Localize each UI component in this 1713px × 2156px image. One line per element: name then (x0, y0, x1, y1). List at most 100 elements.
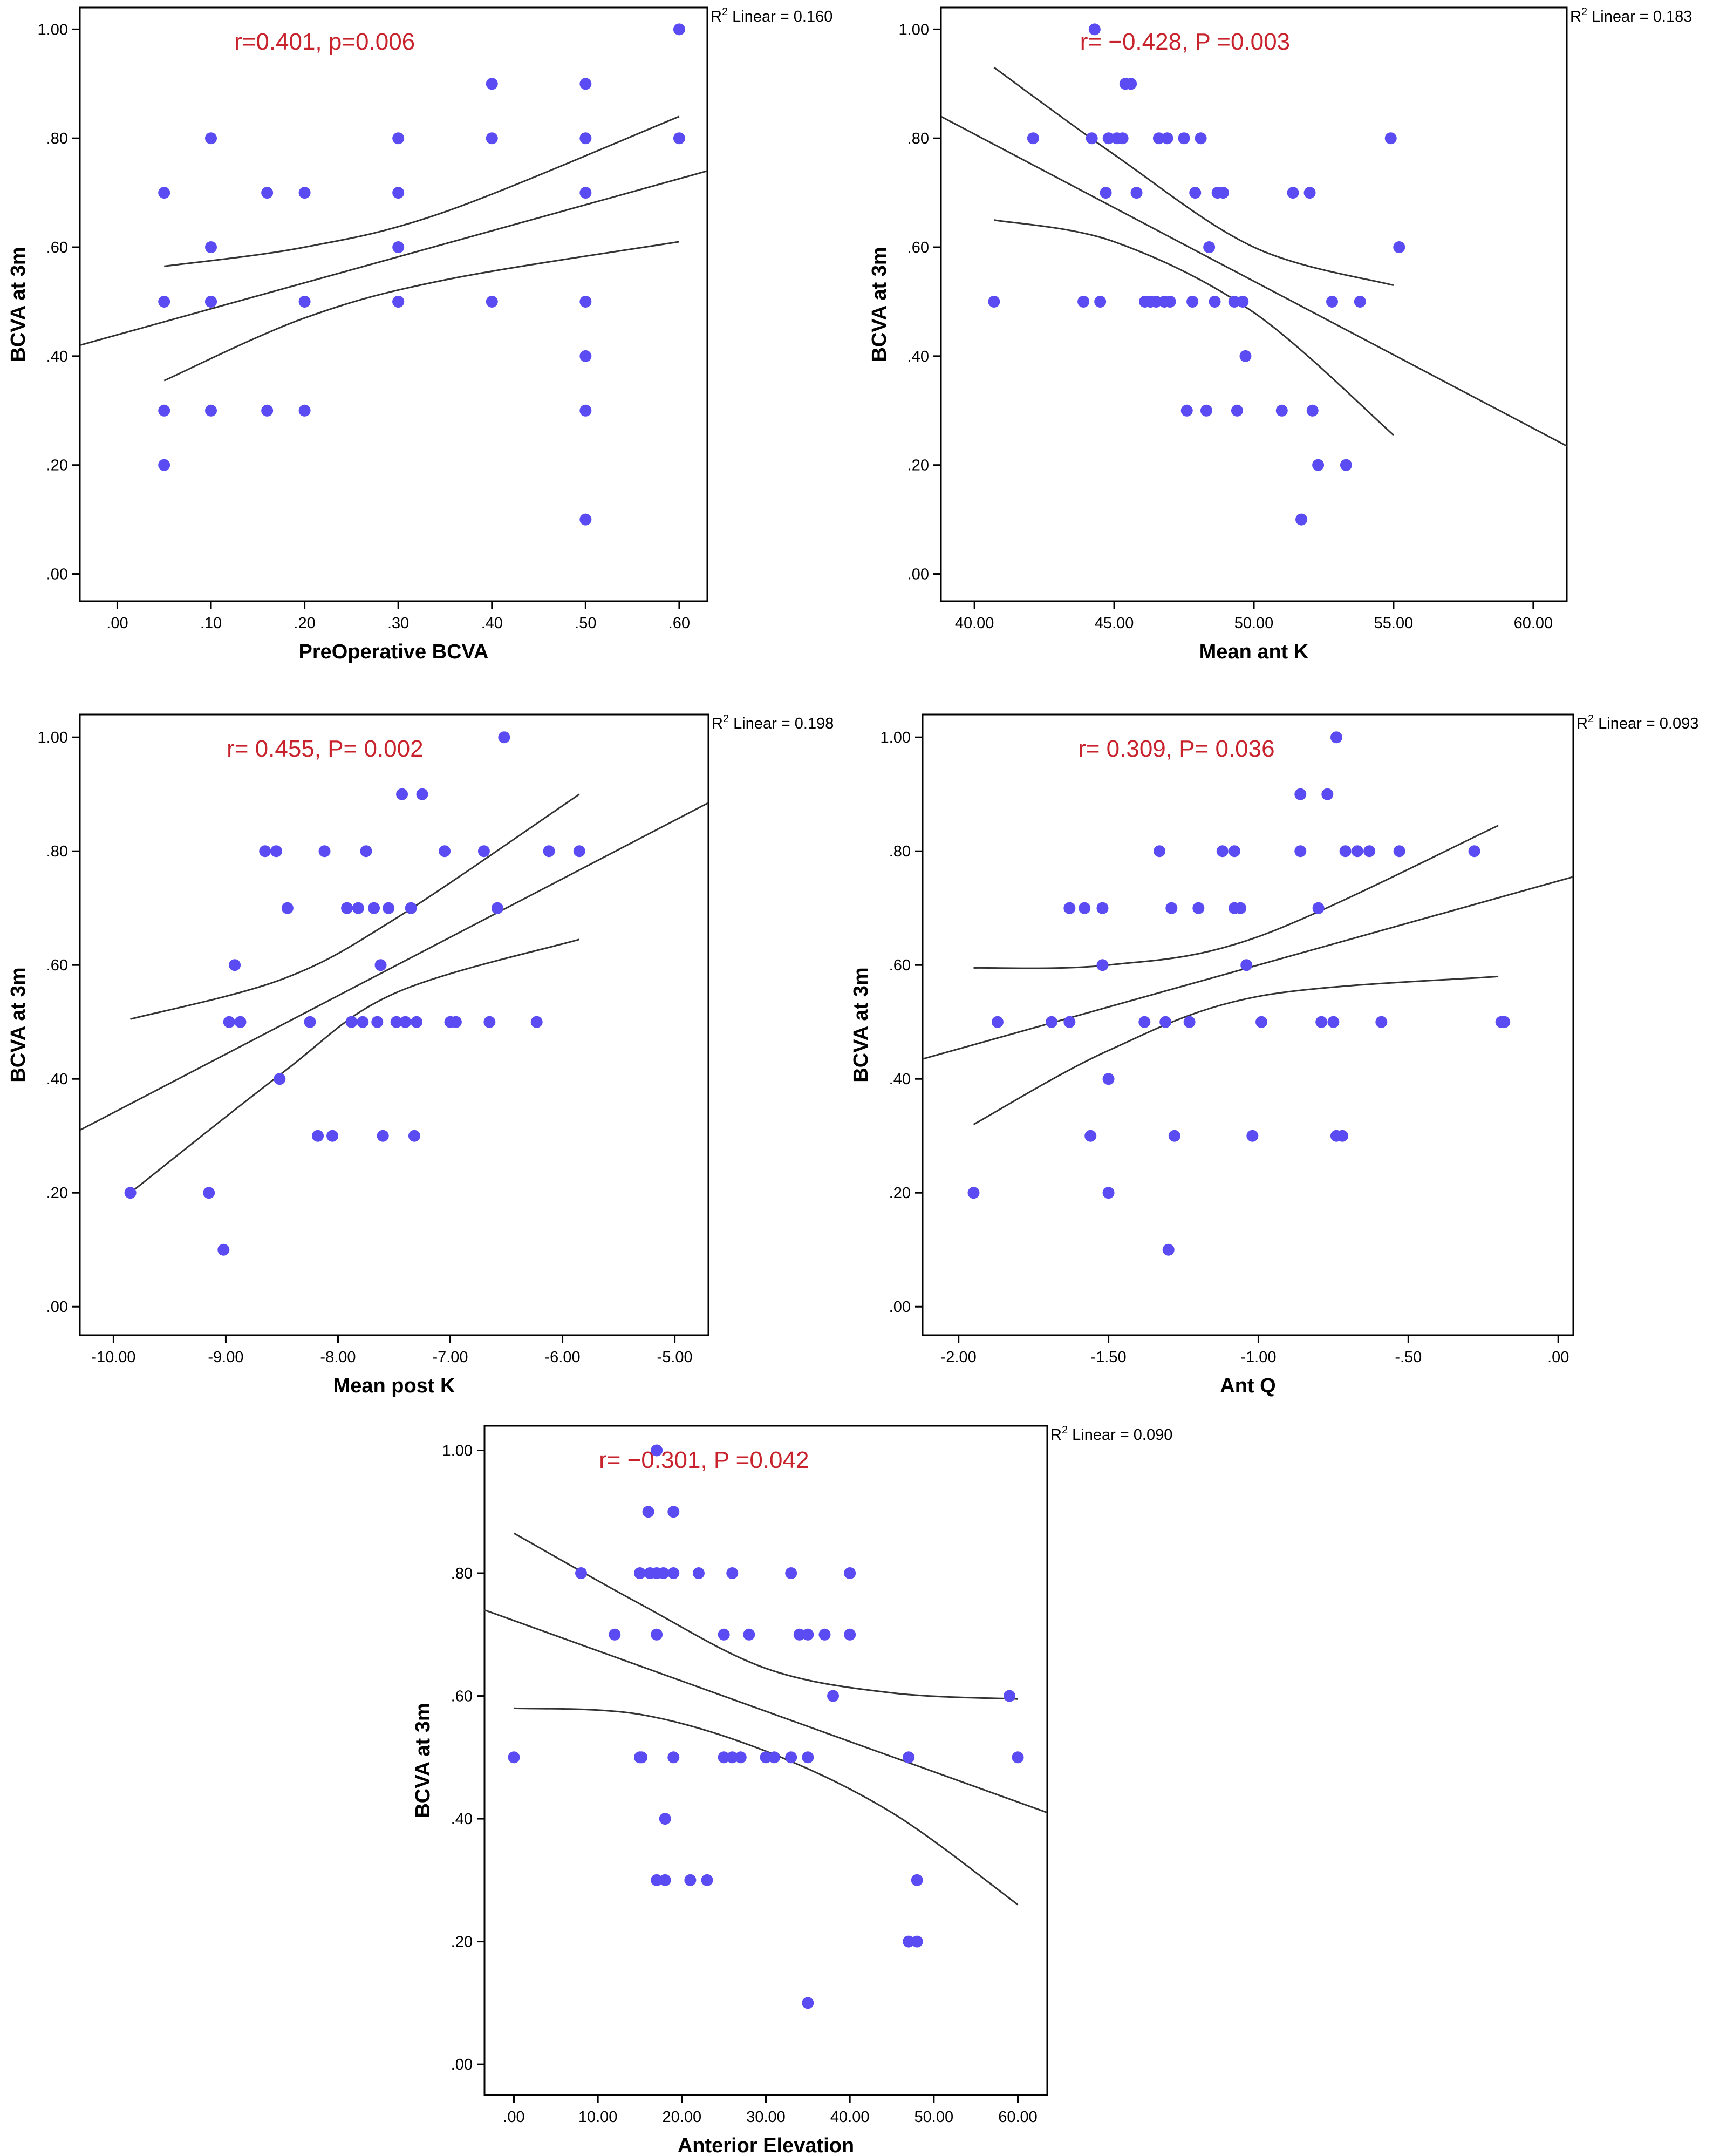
correlation-annotation: r= 0.455, P= 0.002 (227, 736, 424, 762)
scatter-chart-mean-post-k: .00 .20 .40 .60 .80 1.00 -10.00 -9.00 -8.00 -7.00… (7, 713, 834, 1397)
scatter-point (1165, 902, 1178, 914)
scatter-point (802, 1997, 814, 2009)
scatter-point (659, 1874, 671, 1886)
scatter-point (158, 404, 170, 417)
scatter-point (1393, 845, 1405, 858)
scatter-point (1183, 1016, 1196, 1028)
scatter-point (1084, 1130, 1097, 1142)
scatter-point (1154, 845, 1166, 858)
scatter-point (718, 1751, 730, 1764)
scatter-point (1339, 845, 1352, 858)
regression-line (484, 1609, 1047, 1814)
scatter-point (1321, 788, 1334, 800)
scatter-point (1231, 404, 1243, 417)
scatter-point (1116, 132, 1129, 145)
y-tick-label: 1.00 (899, 21, 929, 38)
scatter-point (205, 241, 217, 254)
scatter-point (390, 1016, 402, 1028)
scatter-point (298, 295, 311, 308)
confidence-band-lower (129, 938, 580, 1194)
scatter-point (1164, 295, 1176, 308)
scatter-point (692, 1567, 705, 1580)
scatter-point (609, 1628, 621, 1641)
scatter-point (818, 1628, 831, 1641)
y-tick-label: .20 (907, 457, 929, 474)
scatter-point (911, 1935, 923, 1948)
scatter-point (1303, 187, 1316, 199)
scatter-point (1216, 845, 1229, 858)
scatter-chart-ant-q: .00 .20 .40 .60 .80 1.00 -2.00 -1.50 -1.00 -.50 .0… (850, 713, 1698, 1397)
scatter-point (579, 132, 592, 145)
scatter-point (1246, 1130, 1259, 1142)
r-squared-label: R2 Linear = 0.183 (1570, 6, 1692, 25)
scatter-point (408, 1130, 420, 1142)
scatter-point (1027, 132, 1039, 145)
scatter-point (477, 845, 490, 858)
scatter-chart-preop-bcva: .00 .20 .40 .60 .80 1.00 .00 .10 .20 .30 .40 .50 .60… (7, 6, 832, 663)
x-tick-label: -1.00 (1240, 1349, 1276, 1366)
scatter-point (734, 1751, 747, 1764)
scatter-point (718, 1628, 730, 1641)
scatter-point (633, 1567, 646, 1580)
x-axis-title: Mean post K (333, 1375, 455, 1397)
scatter-point (318, 845, 331, 858)
scatter-point (1306, 404, 1319, 417)
scatter-point (377, 1130, 389, 1142)
scatter-point (498, 731, 510, 744)
y-axis-title: BCVA at 3m (412, 1703, 434, 1818)
y-tick-label: .40 (907, 348, 929, 365)
scatter-chart-mean-ant-k: .00 .20 .40 .60 .80 1.00 40.00 45.00 50.00 55.00 6… (868, 6, 1692, 663)
scatter-point (399, 1016, 412, 1028)
scatter-point (1094, 295, 1107, 308)
scatter-point (1150, 295, 1162, 308)
scatter-point (274, 1073, 286, 1085)
confidence-band-lower (994, 219, 1394, 436)
scatter-point (911, 1874, 923, 1886)
x-tick-label: -5.00 (657, 1349, 693, 1366)
x-tick-label: -9.00 (208, 1349, 243, 1366)
scatter-point (651, 1874, 663, 1886)
chart-panel-mean-ant-k: .00 .20 .40 .60 .80 1.00 40.00 45.00 50.00 55.00 6… (842, 0, 1713, 675)
y-tick-label: .80 (889, 843, 911, 860)
scatter-point (411, 1016, 423, 1028)
scatter-point (1240, 959, 1253, 971)
scatter-point (1384, 132, 1397, 145)
confidence-band-lower (514, 1707, 1019, 1906)
scatter-point (579, 295, 592, 308)
correlation-annotation: r= −0.428, P =0.003 (1080, 29, 1290, 55)
x-axis-title: PreOperative BCVA (299, 641, 489, 663)
scatter-point (1217, 187, 1230, 199)
plot-area (940, 6, 1568, 602)
x-tick-label: -2.00 (941, 1349, 977, 1366)
scatter-point (326, 1130, 339, 1142)
x-tick-label: 40.00 (955, 615, 994, 632)
scatter-point (1340, 459, 1352, 471)
r-squared-label: R2 Linear = 0.160 (711, 6, 832, 25)
x-tick-label: 60.00 (998, 2109, 1038, 2126)
scatter-point (383, 902, 395, 914)
scatter-point (124, 1187, 137, 1199)
scatter-point (508, 1751, 520, 1764)
scatter-point (1086, 132, 1098, 145)
scatter-point (530, 1016, 543, 1028)
scatter-point (416, 788, 428, 800)
y-tick-label: .80 (907, 130, 929, 147)
scatter-point (1088, 23, 1101, 36)
scatter-point (1102, 132, 1115, 145)
confidence-band-upper (130, 793, 580, 1020)
y-tick-label: .20 (46, 457, 68, 474)
scatter-chart-anterior-elevation: .00 .20 .40 .60 .80 1.00 .00 10.00 20.00 30.00 40.… (412, 1424, 1172, 2156)
x-tick-label: 10.00 (578, 2109, 618, 2126)
x-tick-label: .00 (1547, 1349, 1569, 1366)
scatter-point (1375, 1016, 1388, 1028)
scatter-point (1180, 404, 1193, 417)
scatter-point (1327, 1016, 1340, 1028)
scatter-point (579, 513, 592, 526)
y-tick-label: .20 (46, 1185, 68, 1202)
scatter-point (667, 1751, 680, 1764)
scatter-point (281, 902, 294, 914)
x-tick-label: 60.00 (1514, 615, 1553, 632)
scatter-point (1079, 902, 1091, 914)
confidence-band-lower (973, 975, 1499, 1125)
chart-panel-mean-post-k: .00 .20 .40 .60 .80 1.00 -10.00 -9.00 -8.00 -7.00… (0, 702, 847, 1398)
